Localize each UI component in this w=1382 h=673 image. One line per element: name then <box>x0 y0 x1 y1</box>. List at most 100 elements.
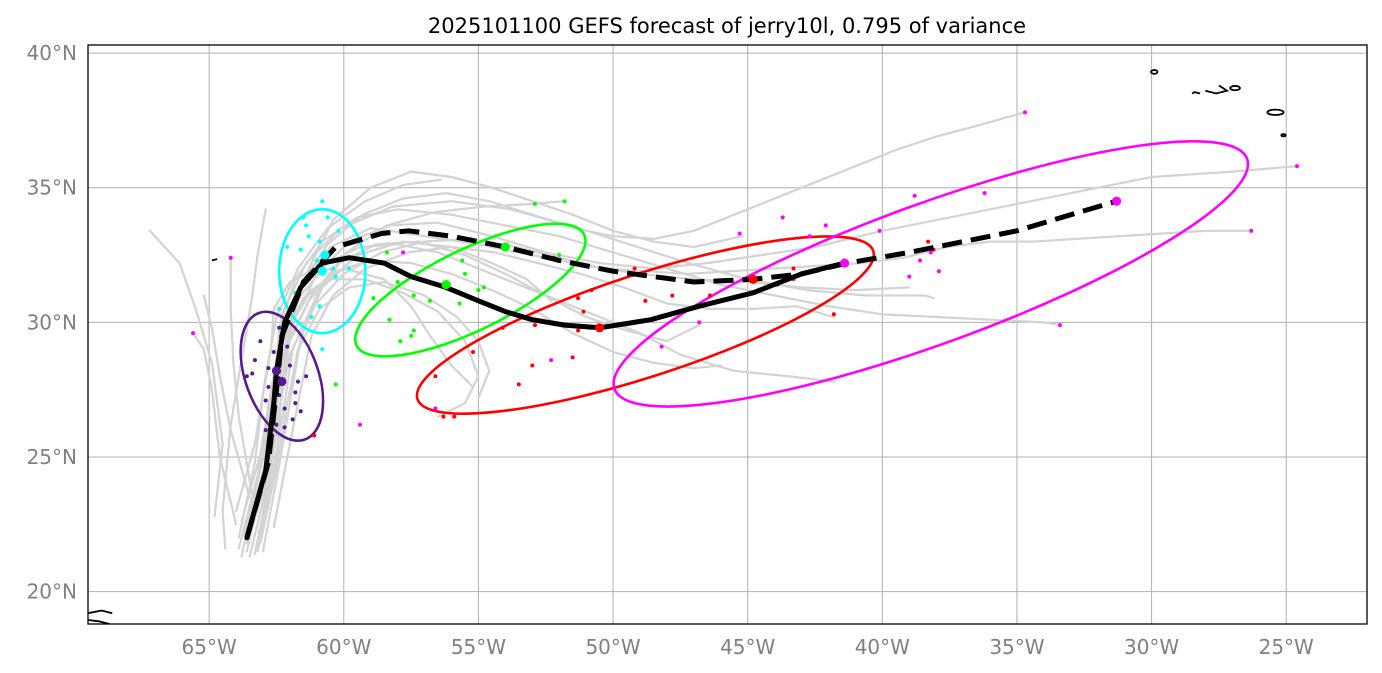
position-point <box>643 298 648 303</box>
position-point <box>1249 228 1254 233</box>
lat-tick-label: 40°N <box>27 41 77 65</box>
position-point <box>301 215 306 220</box>
position-point <box>274 422 279 427</box>
mean-position-point <box>320 250 330 260</box>
ensemble-track <box>256 165 1299 553</box>
position-point <box>877 228 882 233</box>
position-point <box>228 255 233 260</box>
position-point <box>395 279 400 284</box>
position-point <box>266 385 271 390</box>
position-point <box>570 355 575 360</box>
position-point <box>476 288 481 293</box>
position-point <box>471 350 476 355</box>
position-point <box>411 328 416 333</box>
lon-tick-label: 25°W <box>1259 635 1314 659</box>
mean-position-point <box>317 266 327 276</box>
position-point <box>530 363 535 368</box>
position-point <box>532 201 537 206</box>
position-point <box>1294 164 1299 169</box>
dashed-mean-track <box>244 198 1118 539</box>
position-point <box>298 247 303 252</box>
position-point <box>907 274 912 279</box>
position-point <box>263 398 268 403</box>
position-point <box>304 223 309 228</box>
position-point <box>697 320 702 325</box>
lon-tick-label: 65°W <box>182 635 237 659</box>
ensemble-track <box>240 111 1027 523</box>
lon-tick-label: 45°W <box>720 635 775 659</box>
position-point <box>441 414 446 419</box>
position-point <box>659 344 664 349</box>
position-point <box>398 339 403 344</box>
position-point <box>1058 323 1063 328</box>
position-point <box>1023 110 1028 115</box>
position-point <box>926 239 931 244</box>
position-point <box>936 269 941 274</box>
coastline-segment <box>1205 84 1230 95</box>
position-point <box>912 193 917 198</box>
plot-area <box>88 69 1299 624</box>
position-point <box>500 325 505 330</box>
position-point <box>331 266 336 271</box>
position-point <box>277 325 282 330</box>
mean-tracks <box>244 196 1122 541</box>
longitude-tick-labels: 65°W 60°W 55°W 50°W 45°W 40°W 35°W 30°W 25°W <box>182 635 1315 659</box>
ensemble-track <box>245 259 722 531</box>
position-point <box>823 223 828 228</box>
position-point <box>191 331 196 336</box>
position-point <box>357 422 362 427</box>
lon-tick-label: 60°W <box>316 635 371 659</box>
position-point <box>791 266 796 271</box>
position-point <box>433 406 438 411</box>
ensemble-track <box>235 178 442 512</box>
position-point <box>918 258 923 263</box>
position-point <box>333 382 338 387</box>
lon-tick-label: 35°W <box>989 635 1044 659</box>
position-point <box>632 266 637 271</box>
latitude-tick-labels: 20°N 25°N 30°N 35°N 40°N <box>27 41 77 604</box>
mean-position-point <box>271 366 281 376</box>
position-point <box>401 250 406 255</box>
position-point <box>306 234 311 239</box>
position-point <box>266 366 271 371</box>
position-point <box>780 215 785 220</box>
position-point <box>317 239 322 244</box>
lat-tick-label: 30°N <box>27 310 77 334</box>
uncertainty-ellipse <box>612 140 1250 408</box>
position-point <box>263 428 268 433</box>
position-point <box>831 312 836 317</box>
mean-position-point <box>748 274 758 284</box>
position-point <box>347 266 352 271</box>
lon-tick-label: 40°W <box>855 635 910 659</box>
position-point <box>282 425 287 430</box>
position-point <box>298 409 303 414</box>
coastline-island <box>1280 133 1287 138</box>
position-point <box>296 379 301 384</box>
ensemble-tracks <box>148 111 1299 558</box>
position-point <box>293 401 298 406</box>
coastline-island <box>1266 108 1285 116</box>
position-point <box>928 250 933 255</box>
position-point <box>314 258 319 263</box>
position-point <box>258 339 263 344</box>
ensemble-track <box>261 240 553 553</box>
lat-tick-label: 25°N <box>27 445 77 469</box>
position-point <box>371 296 376 301</box>
lat-tick-label: 35°N <box>27 176 77 200</box>
position-point <box>452 414 457 419</box>
graticule-grid <box>88 45 1367 624</box>
position-point <box>384 250 389 255</box>
position-point <box>807 234 812 239</box>
position-point <box>481 285 486 290</box>
position-point <box>271 350 276 355</box>
position-point <box>576 296 581 301</box>
ensemble-track <box>248 267 475 534</box>
position-point <box>285 344 290 349</box>
uncertainty-ellipse <box>353 222 587 358</box>
ensemble-track <box>245 227 911 553</box>
position-point <box>670 293 675 298</box>
position-point <box>737 231 742 236</box>
ensemble-track <box>243 200 935 537</box>
ensemble-track <box>229 256 256 512</box>
